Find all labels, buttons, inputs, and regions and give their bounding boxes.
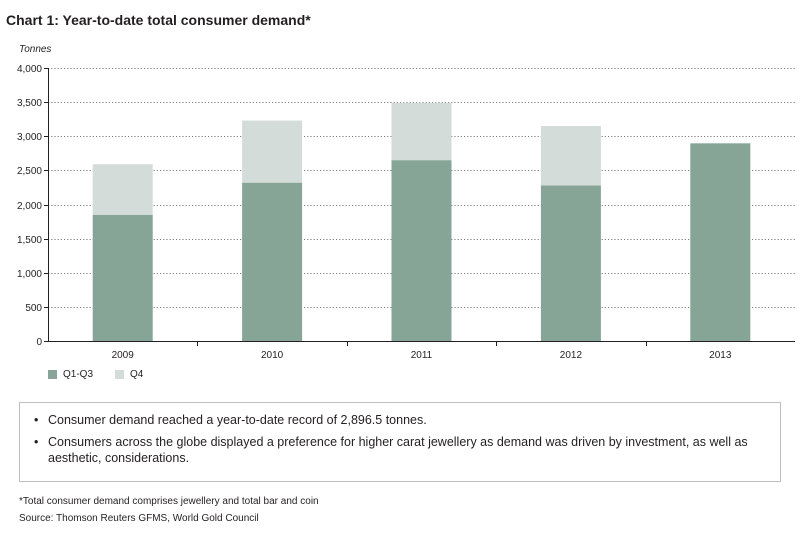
y-tick-label: 500 <box>25 303 42 314</box>
bars <box>92 102 751 341</box>
x-tick-label: 2010 <box>261 350 284 361</box>
bar-q1q3-2011 <box>391 160 452 341</box>
bar-q1q3-2010 <box>242 182 303 341</box>
legend-label-q4: Q4 <box>130 369 144 380</box>
y-tick-label: 1,500 <box>17 235 42 246</box>
footnote-block: *Total consumer demand comprises jewelle… <box>19 493 319 527</box>
legend-label-q1q3: Q1-Q3 <box>63 369 94 380</box>
bar-q1q3-2012 <box>540 185 601 341</box>
y-tick-label: 4,000 <box>17 64 42 75</box>
x-tick-label: 2012 <box>560 350 583 361</box>
bar-q1q3-2013 <box>690 143 751 341</box>
stacked-bar-chart: 0 500 1,000 1,500 2,000 2,500 3,000 3,500 4,000 2… <box>17 64 795 361</box>
key-point: Consumer demand reached a year-to-date r… <box>34 412 766 428</box>
y-tick-label: 2,000 <box>17 201 42 212</box>
legend: Q1-Q3 Q4 <box>48 369 143 380</box>
tick-labels: 0 500 1,000 1,500 2,000 2,500 3,000 3,500 4,000 2… <box>17 64 732 361</box>
y-tick-label: 2,500 <box>17 166 42 177</box>
legend-swatch-q1q3 <box>48 370 57 379</box>
bar-q4-2010 <box>242 120 303 183</box>
y-tick-label: 3,500 <box>17 98 42 109</box>
y-tick-label: 1,000 <box>17 269 42 280</box>
x-tick-label: 2011 <box>411 350 433 361</box>
bar-q4-2011 <box>391 102 452 161</box>
legend-swatch-q4 <box>115 370 125 379</box>
chart-title: Chart 1: Year-to-date total consumer dem… <box>6 12 311 28</box>
key-points-box: Consumer demand reached a year-to-date r… <box>19 402 781 482</box>
bar-q4-2009 <box>92 164 153 215</box>
y-axis-unit-label: Tonnes <box>19 44 52 55</box>
footnote: *Total consumer demand comprises jewelle… <box>19 496 319 507</box>
legend-item-q1q3: Q1-Q3 <box>48 369 93 380</box>
x-tick-label: 2009 <box>112 350 135 361</box>
bar-q4-2012 <box>540 126 601 186</box>
key-point: Consumers across the globe displayed a p… <box>34 434 766 466</box>
legend-item-q4: Q4 <box>115 369 143 380</box>
y-tick-label: 0 <box>36 337 42 348</box>
axes <box>44 68 795 346</box>
y-tick-label: 3,000 <box>17 132 42 143</box>
x-tick-label: 2013 <box>709 350 732 361</box>
source-note: Source: Thomson Reuters GFMS, World Gold… <box>19 513 259 524</box>
bar-q1q3-2009 <box>92 214 153 341</box>
